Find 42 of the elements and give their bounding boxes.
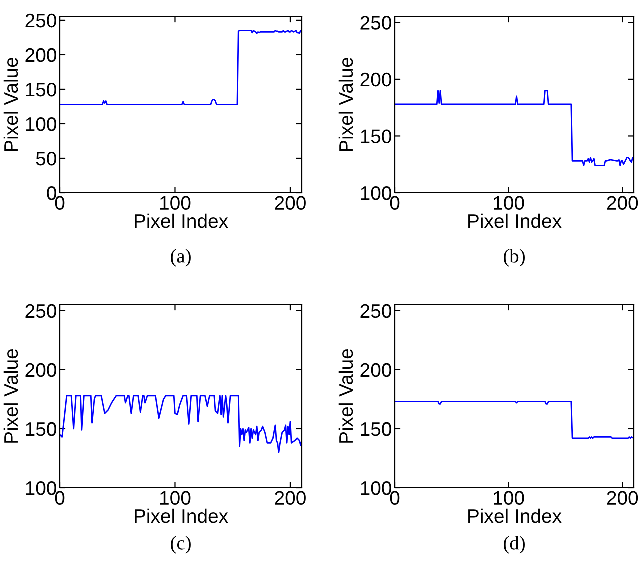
y-tick-label: 200	[26, 363, 56, 378]
x-axis-title: Pixel Index	[135, 214, 228, 228]
line-series	[395, 401, 634, 440]
x-tick-label: 100	[160, 196, 191, 210]
x-tick-label: 200	[275, 196, 306, 210]
y-tick-label: 250	[26, 304, 56, 318]
y-tick-label: 150	[26, 422, 56, 436]
y-tick-label: 100	[26, 481, 56, 496]
y-tick-label: 100	[361, 481, 392, 496]
y-axis-title: Pixel Value	[338, 349, 354, 443]
x-tick-label: 100	[160, 491, 191, 506]
y-tick-label: 100	[26, 117, 56, 132]
y-tick-label: 0	[47, 186, 56, 200]
y-tick-label: 200	[26, 48, 56, 62]
y-axis-title: Pixel Value	[338, 58, 354, 152]
y-tick-label: 250	[360, 304, 392, 318]
x-tick-label: 200	[607, 491, 638, 506]
text: (c)	[171, 536, 191, 554]
y-tick-label: 150	[26, 82, 56, 97]
x-axis-title: Pixel Index	[135, 508, 228, 524]
text: (a)	[171, 249, 191, 267]
y-tick-label: 200	[360, 72, 392, 87]
x-tick-label: 200	[275, 491, 306, 506]
y-tick-label: 200	[360, 363, 392, 378]
y-axis-title: Pixel Value	[4, 58, 18, 152]
line-series	[395, 90, 634, 166]
y-tick-label: 250	[26, 14, 56, 28]
line-series	[60, 395, 302, 454]
text: (d)	[504, 536, 525, 554]
line-series	[60, 30, 302, 106]
y-tick-label: 150	[361, 130, 392, 144]
y-tick-label: 50	[36, 152, 56, 166]
x-tick-label: 200	[607, 196, 638, 210]
y-tick-label: 250	[360, 16, 392, 30]
y-tick-label: 150	[361, 422, 392, 436]
y-tick-label: 100	[361, 186, 392, 200]
text: (b)	[504, 249, 525, 267]
x-axis-title: Pixel Index	[468, 214, 562, 228]
x-tick-label: 100	[494, 196, 524, 210]
x-axis-title: Pixel Index	[468, 508, 562, 524]
y-axis-title: Pixel Value	[4, 349, 18, 443]
x-tick-label: 100	[494, 491, 524, 506]
